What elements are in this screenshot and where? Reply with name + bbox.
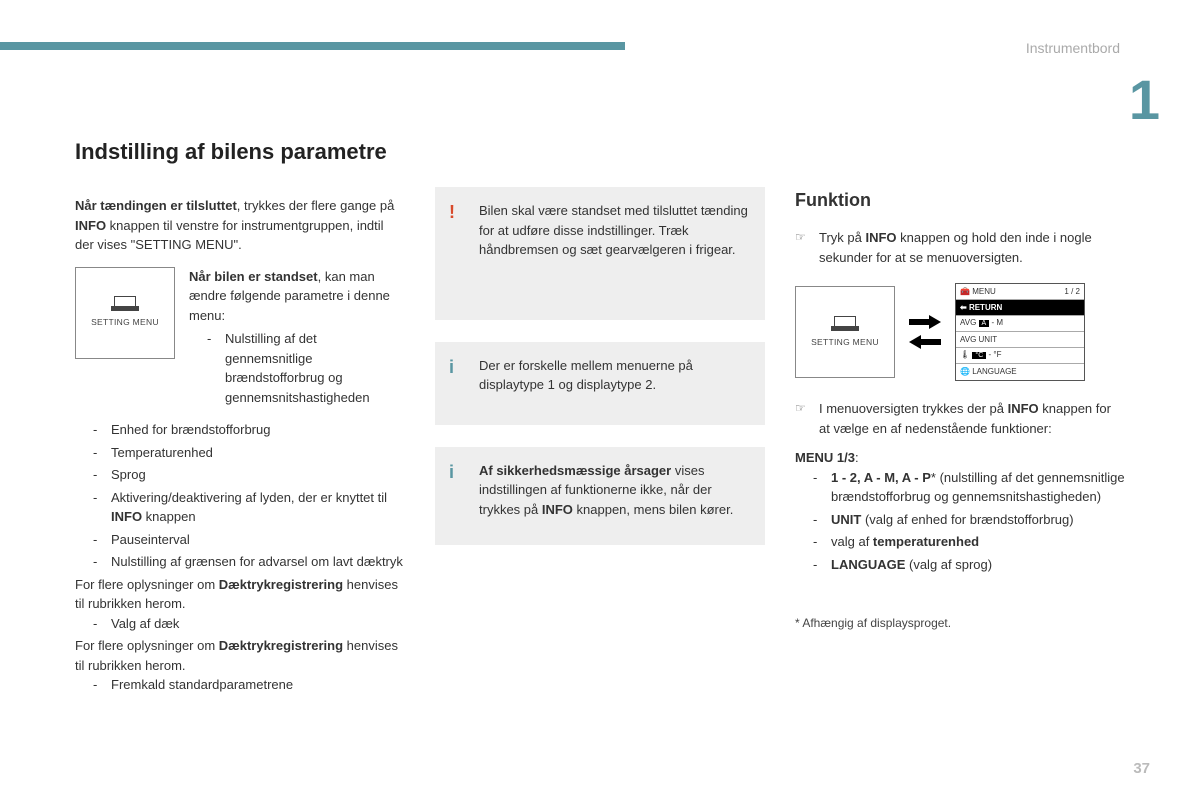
- column-middle: ! Bilen skal være standset med tilslutte…: [435, 135, 765, 698]
- arrows-icon: [909, 315, 941, 349]
- setting-menu-screen-icon: SETTING MENU: [795, 286, 895, 378]
- settings-list: Enhed for brændstofforbrug Temperaturenh…: [75, 420, 405, 572]
- list-item: Temperaturenhed: [93, 443, 405, 463]
- column-left: Indstilling af bilens parametre Når tænd…: [75, 135, 405, 698]
- list-item: Nulstilling af det gennemsnitlige brænds…: [207, 329, 405, 407]
- menu-options-list: 1 - 2, A - M, A - P* (nulstilling af det…: [795, 468, 1125, 575]
- chapter-number: 1: [1129, 58, 1160, 142]
- warning-icon: !: [449, 199, 455, 226]
- info-icon: i: [449, 459, 454, 486]
- list-item: 1 - 2, A - M, A - P* (nulstilling af det…: [813, 468, 1125, 507]
- list-item: Valg af dæk: [93, 614, 405, 634]
- setting-menu-screen-icon: SETTING MENU: [75, 267, 175, 359]
- list-item: Sprog: [93, 465, 405, 485]
- intro-paragraph: Når tændingen er tilsluttet, trykkes der…: [75, 196, 405, 255]
- step-item: I menuoversigten trykkes der på INFO kna…: [795, 399, 1125, 438]
- list-item: valg af temperaturenhed: [813, 532, 1125, 552]
- reference-text: For flere oplysninger om Dæktrykregistre…: [75, 636, 405, 675]
- page-number: 37: [1133, 758, 1150, 781]
- reference-text: For flere oplysninger om Dæktrykregistre…: [75, 575, 405, 614]
- info-callout: i Af sikkerhedsmæssige årsager vises ind…: [435, 447, 765, 546]
- list-item: UNIT (valg af enhed for brændstofforbrug…: [813, 510, 1125, 530]
- section-header: Instrumentbord: [1026, 38, 1120, 59]
- list-item: LANGUAGE (valg af sprog): [813, 555, 1125, 575]
- footnote: * Afhængig af displaysproget.: [795, 614, 1125, 632]
- warning-callout: ! Bilen skal være standset med tilslutte…: [435, 187, 765, 320]
- list-item: Pauseinterval: [93, 530, 405, 550]
- column-right: Funktion Tryk på INFO knappen og hold de…: [795, 135, 1125, 698]
- stopped-paragraph: Når bilen er standset, kan man ændre føl…: [189, 267, 405, 411]
- list-item: Fremkald standardparametrene: [93, 675, 405, 695]
- page-title: Indstilling af bilens parametre: [75, 135, 405, 168]
- step-item: Tryk på INFO knappen og hold den inde i …: [795, 228, 1125, 267]
- info-icon: i: [449, 354, 454, 381]
- list-item: Nulstilling af grænsen for advarsel om l…: [93, 552, 405, 572]
- menu-label: MENU 1/3:: [795, 448, 1125, 468]
- menu-list-screen-icon: 🧰 MENU1 / 2 ⬅ RETURN AVG A - M AVG UNIT …: [955, 283, 1085, 381]
- list-item: Enhed for brændstofforbrug: [93, 420, 405, 440]
- list-item: Aktivering/deaktivering af lyden, der er…: [93, 488, 405, 527]
- accent-bar: [0, 42, 625, 50]
- info-callout: i Der er forskelle mellem menuerne på di…: [435, 342, 765, 425]
- function-heading: Funktion: [795, 187, 1125, 214]
- intro-bold: Når tændingen er tilsluttet: [75, 198, 237, 213]
- menu-diagram: SETTING MENU 🧰 MENU1 / 2 ⬅ RETURN AVG A …: [795, 283, 1125, 381]
